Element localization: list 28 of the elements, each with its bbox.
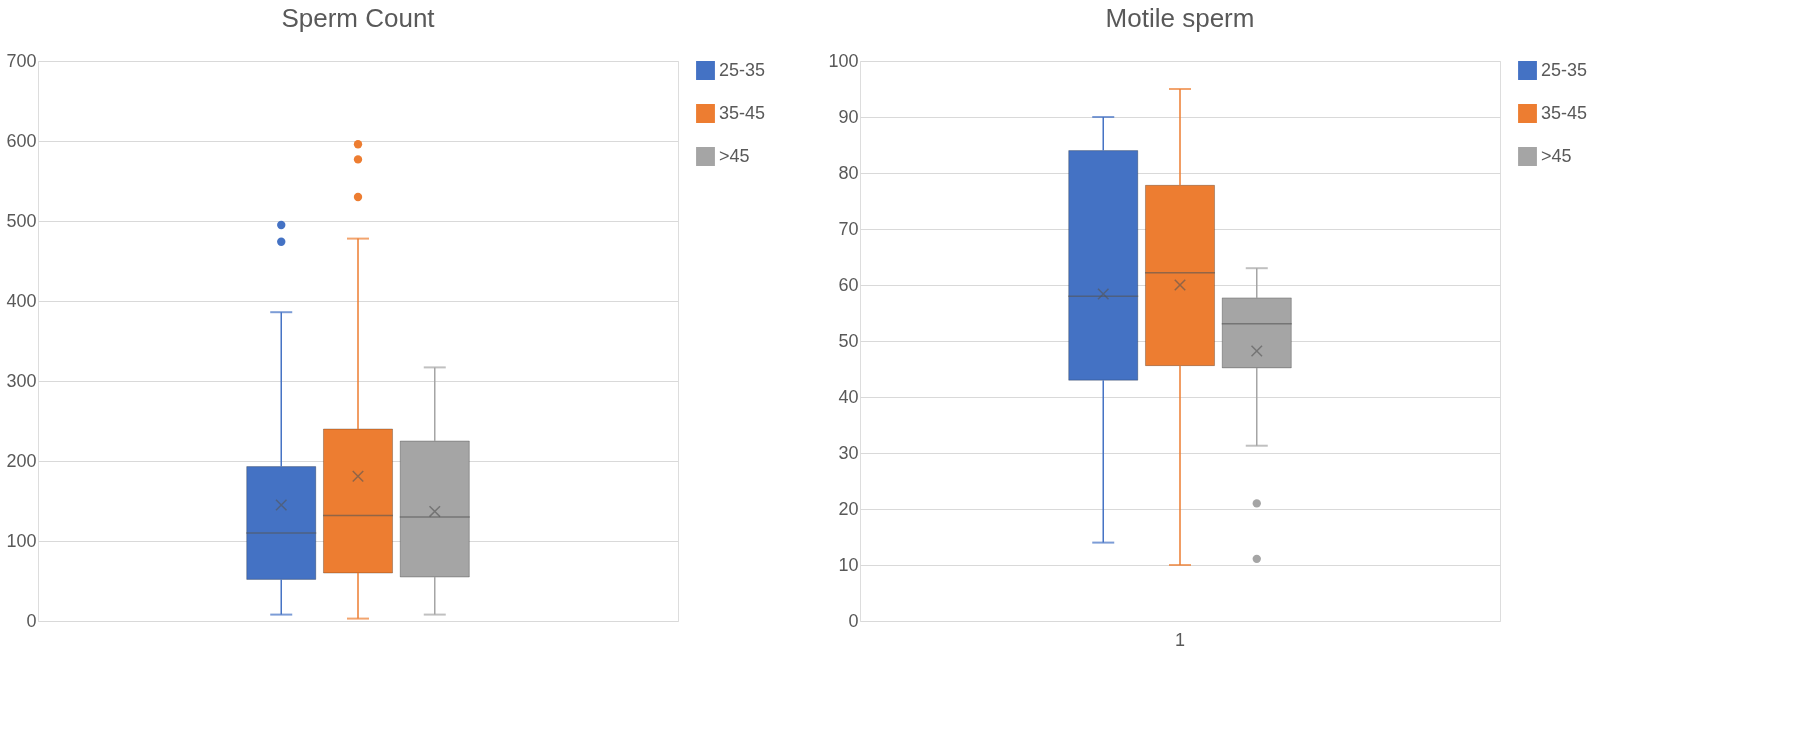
y-tick-label: 400 — [6, 290, 37, 311]
y-tick-label: 30 — [838, 442, 859, 463]
y-tick-label: 500 — [6, 210, 37, 231]
y-tick-label: 300 — [6, 370, 37, 391]
legend-label: 25-35 — [1541, 59, 1588, 80]
y-tick-label: 0 — [26, 610, 37, 631]
y-tick-label: 0 — [848, 610, 859, 631]
y-tick-label: 40 — [838, 386, 859, 407]
legend-label: >45 — [1541, 145, 1572, 166]
y-tick-label: 600 — [6, 130, 37, 151]
chart-title: Motile sperm — [1105, 3, 1255, 33]
y-tick-label: 100 — [6, 530, 37, 551]
y-tick-label: 80 — [838, 162, 859, 183]
y-tick-label: 90 — [838, 106, 859, 127]
y-tick-label: 100 — [828, 50, 859, 71]
legend-label: 35-45 — [1541, 102, 1588, 123]
x-tick-label: 1 — [1174, 629, 1186, 650]
legend-label: 35-45 — [719, 102, 766, 123]
chart-title: Sperm Count — [281, 3, 436, 33]
y-tick-label: 50 — [838, 330, 859, 351]
y-tick-label: 10 — [838, 554, 859, 575]
y-tick-label: 700 — [6, 50, 37, 71]
y-tick-label: 200 — [6, 450, 37, 471]
legend-label: >45 — [719, 145, 750, 166]
legend-label: 25-35 — [719, 59, 766, 80]
y-tick-label: 70 — [838, 218, 859, 239]
y-tick-label: 20 — [838, 498, 859, 519]
y-tick-label: 60 — [838, 274, 859, 295]
